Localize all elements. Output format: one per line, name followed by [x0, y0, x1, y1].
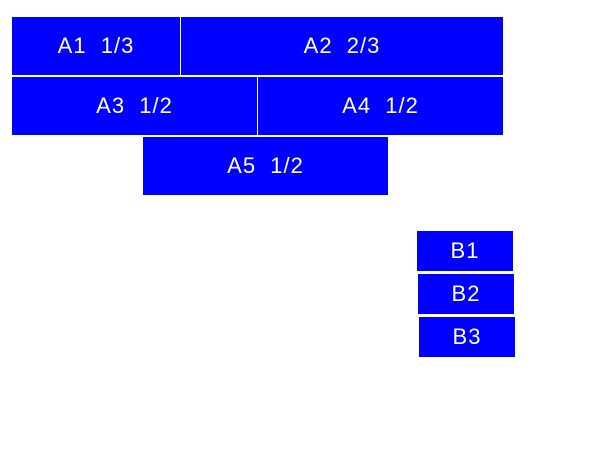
box-b1[interactable]: B1 — [417, 231, 513, 271]
box-b2[interactable]: B2 — [418, 274, 514, 314]
box-a1[interactable]: A1 1/3 — [12, 17, 180, 75]
box-a3[interactable]: A3 1/2 — [12, 77, 257, 135]
box-b3[interactable]: B3 — [419, 317, 515, 357]
box-a5[interactable]: A5 1/2 — [143, 137, 388, 195]
box-a4[interactable]: A4 1/2 — [258, 77, 503, 135]
box-a2[interactable]: A2 2/3 — [181, 17, 503, 75]
